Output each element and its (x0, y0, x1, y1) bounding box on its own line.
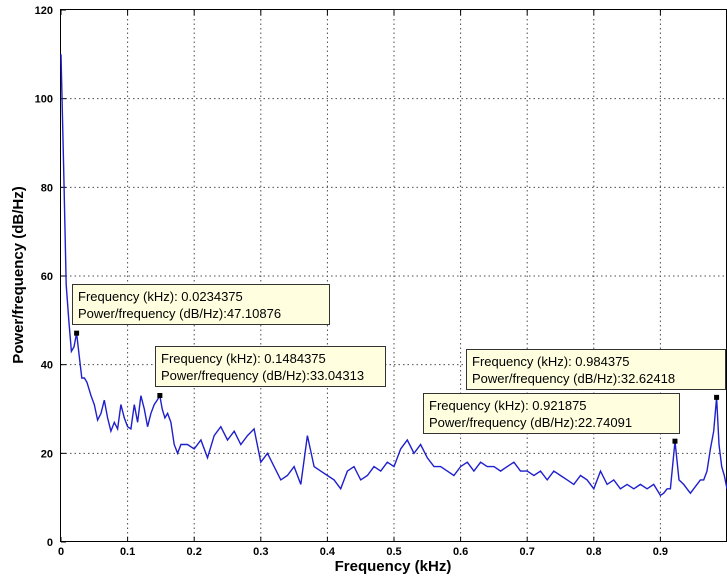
x-tick-label: 0.6 (453, 546, 468, 558)
x-tick-label: 0.9 (653, 546, 668, 558)
y-tick-label: 20 (41, 448, 53, 460)
datatips: Frequency (kHz): 0.0234375 Power/frequenc… (72, 284, 726, 434)
datatip[interactable]: Frequency (kHz): 0.0234375 Power/frequenc… (72, 284, 330, 325)
x-tick-label: 0.1 (120, 546, 135, 558)
y-tick-label: 40 (41, 360, 53, 372)
y-tick-label: 0 (47, 537, 53, 549)
series-line (60, 54, 727, 497)
datatip-frequency: Frequency (kHz): 0.0234375 (78, 289, 243, 304)
datatip-marker[interactable] (157, 393, 163, 399)
datatip-box (466, 349, 726, 390)
x-axis-title: Frequency (kHz) (335, 558, 452, 575)
y-tick-label: 100 (35, 94, 53, 106)
y-axis: 0 20 40 60 80 100 120 (35, 5, 66, 549)
datatip-markers (74, 330, 720, 444)
datatip-frequency: Frequency (kHz): 0.921875 (429, 398, 587, 413)
x-tick-label: 0.2 (187, 546, 202, 558)
x-tick-label: 0.4 (320, 546, 336, 558)
datatip-frequency: Frequency (kHz): 0.1484375 (161, 351, 326, 366)
datatip[interactable]: Frequency (kHz): 0.1484375 Power/frequenc… (155, 346, 386, 387)
datatip-marker[interactable] (672, 438, 678, 444)
y-tick-label: 60 (41, 271, 53, 283)
datatip-power: Power/frequency (dB/Hz):47.10876 (78, 306, 281, 321)
datatip-marker[interactable] (74, 330, 80, 336)
datatip-box (72, 284, 330, 325)
datatip-power: Power/frequency (dB/Hz):32.62418 (472, 371, 675, 386)
y-axis-title: Power/frequency (dB/Hz) (10, 186, 27, 364)
x-tick-label: 0 (58, 546, 64, 558)
datatip-frequency: Frequency (kHz): 0.984375 (472, 354, 630, 369)
y-tick-label: 120 (35, 5, 53, 17)
x-tick-label: 0.3 (253, 546, 268, 558)
y-tick-label: 80 (41, 182, 53, 194)
x-tick-label: 0.5 (386, 546, 401, 558)
x-tick-label: 0.8 (586, 546, 601, 558)
datatip[interactable]: Frequency (kHz): 0.984375 Power/frequency… (466, 349, 726, 390)
x-tick-label: 0.7 (520, 546, 535, 558)
x-axis: 0 0.1 0.2 0.3 0.4 0.5 0.6 0.7 0.8 0.9 (58, 10, 668, 558)
datatip-power: Power/frequency (dB/Hz):22.74091 (429, 415, 632, 430)
grid (61, 10, 727, 542)
datatip[interactable]: Frequency (kHz): 0.921875 Power/frequency… (423, 393, 680, 434)
datatip-box (155, 346, 386, 387)
datatip-power: Power/frequency (dB/Hz):33.04313 (161, 368, 364, 383)
datatip-marker[interactable] (714, 394, 720, 400)
datatip-box (423, 393, 680, 434)
